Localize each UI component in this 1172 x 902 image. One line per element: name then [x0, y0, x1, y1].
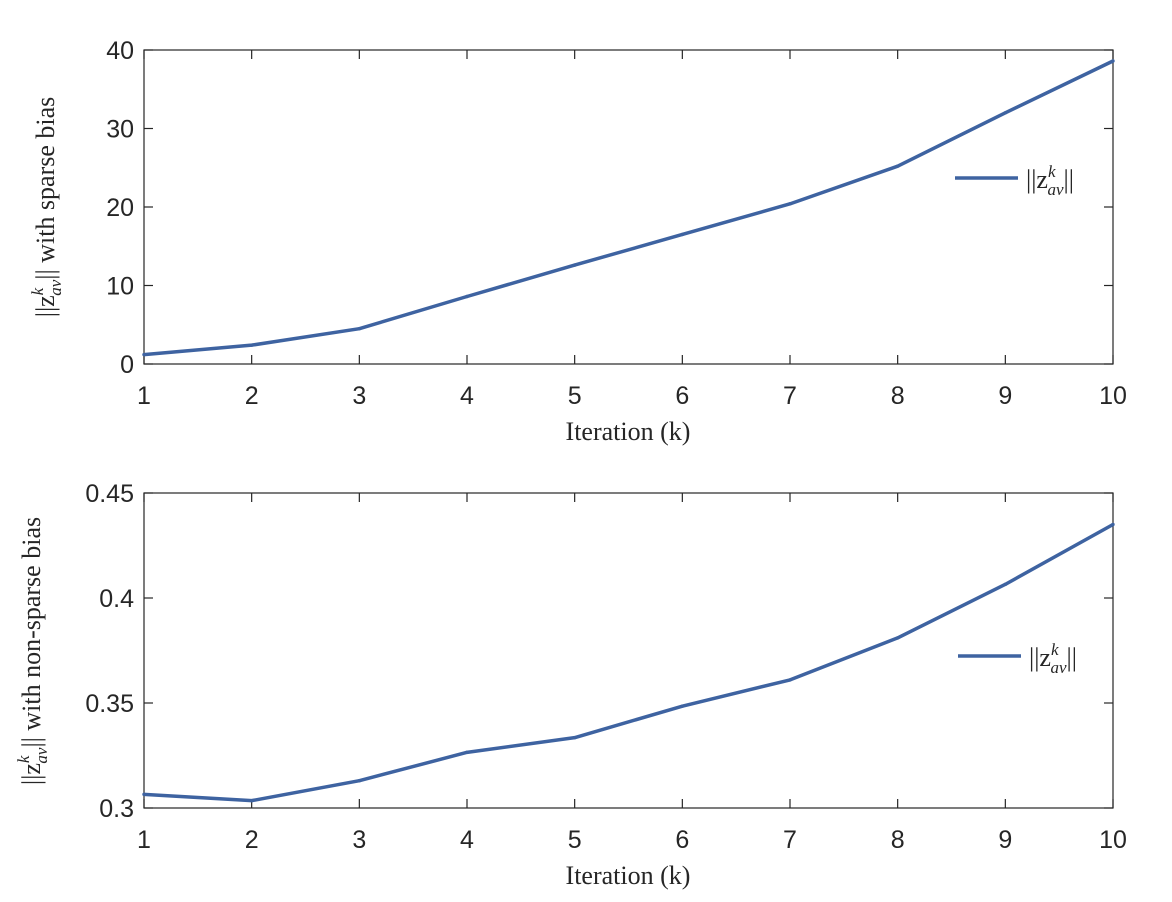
x-tick-label: 3: [352, 826, 366, 854]
legend-sub: av: [1048, 180, 1065, 199]
y-tick-label: 0.45: [85, 480, 134, 508]
y-label-post: || with sparse bias: [31, 97, 60, 280]
y-label-sup: k: [14, 755, 33, 763]
x-tick-label: 9: [998, 382, 1012, 410]
data-point: [1003, 582, 1008, 587]
series-points: [142, 59, 1115, 357]
x-axis-label: Iteration (k): [566, 417, 691, 446]
legend: ||zk av||: [955, 162, 1074, 199]
x-tick-label: 6: [675, 382, 689, 410]
x-tick-label: 4: [460, 382, 474, 410]
y-axis-label: ||zkav|| with non-sparse bias: [14, 517, 51, 785]
y-axis-label: ||zkav|| with sparse bias: [28, 97, 65, 318]
x-tick-label: 8: [891, 826, 905, 854]
legend-post: ||: [1064, 165, 1074, 194]
y-tick-label: 10: [106, 273, 134, 301]
legend-sub: av: [1051, 658, 1068, 677]
y-tick-label: 40: [106, 37, 134, 65]
x-tick-label: 10: [1099, 826, 1127, 854]
x-tick-group: 1 2 3 4 5 6 7 8 9 10: [137, 493, 1127, 854]
data-point: [788, 678, 792, 682]
y-tick-label: 0.3: [99, 795, 134, 823]
legend-label: ||zk av||: [1029, 640, 1077, 677]
data-point: [465, 294, 469, 299]
data-point: [142, 792, 146, 797]
data-point: [680, 704, 685, 708]
x-tick-label: 1: [137, 826, 151, 854]
series-points: [142, 522, 1115, 803]
data-point: [1003, 111, 1008, 115]
x-tick-label: 9: [998, 826, 1012, 854]
legend-label: ||zk av||: [1026, 162, 1074, 199]
chart-non-sparse-bias: 0.3 0.35 0.4 0.45 1 2 3 4 5 6 7 8 9 10 Iteration (k)…: [14, 480, 1127, 890]
y-tick-label: 0.35: [85, 690, 134, 718]
x-tick-label: 2: [245, 382, 259, 410]
x-tick-label: 8: [891, 382, 905, 410]
data-point: [357, 779, 362, 783]
y-tick-label: 30: [106, 116, 134, 144]
x-tick-label: 5: [568, 826, 582, 854]
x-tick-label: 5: [568, 382, 582, 410]
y-tick-label: 0: [120, 351, 134, 379]
x-tick-label: 7: [783, 382, 797, 410]
plot-frame: [143, 49, 1114, 365]
y-label-pre: ||z: [17, 763, 46, 785]
data-point: [465, 750, 469, 755]
data-point: [1111, 59, 1115, 63]
x-tick-label: 3: [352, 382, 366, 410]
y-tick-label: 0.4: [99, 585, 134, 613]
x-tick-label: 4: [460, 826, 474, 854]
legend-pre: ||z: [1029, 643, 1051, 672]
data-point: [249, 343, 254, 347]
data-point: [249, 798, 254, 803]
data-point: [572, 735, 577, 740]
y-label-sup: k: [28, 287, 47, 295]
data-point: [142, 352, 146, 357]
y-label-sub: av: [46, 279, 65, 296]
x-tick-label: 7: [783, 826, 797, 854]
data-point: [572, 263, 577, 267]
data-point: [788, 202, 792, 206]
y-tick-label: 20: [106, 194, 134, 222]
y-tick-group: 0.3 0.35 0.4 0.45: [85, 480, 1113, 823]
data-point: [895, 636, 900, 640]
data-point: [895, 164, 900, 168]
legend-pre: ||z: [1026, 165, 1048, 194]
data-point: [680, 232, 685, 237]
data-point: [1111, 522, 1115, 527]
x-tick-group: 1 2 3 4 5 6 7 8 9 10: [137, 50, 1127, 410]
y-label-post: || with non-sparse bias: [17, 517, 46, 748]
x-tick-label: 10: [1099, 382, 1127, 410]
x-tick-label: 2: [245, 826, 259, 854]
legend-sup: k: [1048, 162, 1056, 181]
x-tick-label: 6: [675, 826, 689, 854]
data-point: [357, 326, 362, 331]
legend-post: ||: [1067, 643, 1077, 672]
legend: ||zk av||: [958, 640, 1077, 677]
plot-frame: [143, 492, 1114, 809]
y-label-sub: av: [32, 747, 51, 764]
series-line: [143, 522, 1114, 803]
series-line: [143, 59, 1114, 357]
x-tick-label: 1: [137, 382, 151, 410]
y-label-pre: ||z: [31, 295, 60, 317]
x-axis-label: Iteration (k): [566, 861, 691, 890]
y-tick-group: 0 10 20 30 40: [106, 37, 1113, 379]
legend-sup: k: [1051, 640, 1059, 659]
